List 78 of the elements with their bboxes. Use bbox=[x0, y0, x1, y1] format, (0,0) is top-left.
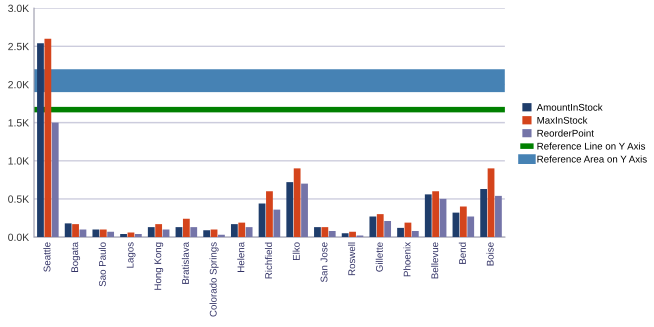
x-tick-label: Richfield bbox=[264, 242, 272, 278]
x-tick-label: Seattle bbox=[43, 242, 50, 272]
legend-label: AmountInStock bbox=[536, 104, 603, 111]
bar bbox=[412, 230, 419, 238]
bar bbox=[432, 191, 440, 238]
bar bbox=[349, 232, 356, 238]
bar bbox=[314, 227, 321, 238]
bar bbox=[376, 214, 384, 238]
bar bbox=[120, 234, 127, 238]
bar bbox=[190, 227, 198, 238]
bar bbox=[148, 227, 155, 238]
bar bbox=[155, 224, 162, 238]
bar bbox=[301, 184, 308, 238]
bar bbox=[210, 229, 218, 238]
bar bbox=[480, 189, 488, 238]
y-tick-label: 2.5K bbox=[8, 42, 30, 50]
x-tick-label: Hong Kong bbox=[154, 242, 164, 290]
bar bbox=[182, 218, 190, 238]
bar bbox=[134, 234, 142, 238]
bar bbox=[238, 222, 246, 238]
bar bbox=[107, 232, 114, 238]
y-tick-label: 1.5K bbox=[8, 119, 30, 126]
bar bbox=[369, 216, 376, 238]
y-tick-label: 0.5K bbox=[8, 195, 30, 203]
bar bbox=[384, 221, 392, 238]
y-tick-label: 1.0K bbox=[8, 157, 30, 165]
x-tick-label: Phoenix bbox=[403, 242, 411, 276]
bar bbox=[72, 224, 79, 238]
legend-label: Reference Area on Y Axis bbox=[537, 155, 647, 163]
x-tick-label: Boise bbox=[486, 242, 494, 266]
x-tick-label: Lagos bbox=[126, 242, 136, 268]
bar bbox=[321, 227, 328, 238]
x-tick-label: San Jose bbox=[320, 242, 328, 282]
bar bbox=[44, 38, 52, 238]
bar bbox=[230, 224, 238, 238]
bar bbox=[266, 191, 273, 238]
bar bbox=[80, 229, 86, 238]
bar bbox=[218, 234, 225, 238]
x-tick-label: Colorado Springs bbox=[210, 242, 219, 317]
bar bbox=[397, 228, 404, 238]
bar bbox=[286, 182, 294, 238]
bar bbox=[52, 122, 59, 238]
bar bbox=[64, 223, 72, 238]
bar bbox=[258, 204, 266, 238]
bar bbox=[176, 227, 182, 238]
bar bbox=[488, 168, 494, 238]
bar bbox=[294, 168, 301, 238]
bar bbox=[92, 229, 100, 238]
y-tick-label: 3.0K bbox=[8, 4, 30, 12]
bar bbox=[128, 232, 134, 238]
legend-label: ReorderPoint bbox=[537, 130, 594, 137]
bar bbox=[440, 198, 446, 238]
x-tick-label: Bend bbox=[458, 242, 466, 264]
x-tick-label: Bogata bbox=[71, 242, 80, 272]
bar bbox=[273, 210, 280, 238]
bar bbox=[424, 194, 432, 238]
bar bbox=[203, 230, 210, 238]
bar bbox=[452, 212, 460, 238]
x-tick-label: Helena bbox=[237, 242, 244, 272]
y-tick-label: 2.0K bbox=[8, 80, 30, 88]
legend-label: MaxInStock bbox=[537, 116, 588, 124]
x-tick-label: Elko bbox=[292, 242, 300, 260]
bar bbox=[467, 216, 474, 238]
legend-label: Reference Line on Y Axis bbox=[537, 142, 646, 150]
bar bbox=[495, 196, 502, 238]
bar bbox=[246, 227, 253, 238]
y-tick-label: 0.0K bbox=[8, 234, 30, 241]
x-tick-label: Roswell bbox=[348, 242, 356, 276]
bar bbox=[328, 230, 336, 238]
bar bbox=[100, 229, 107, 238]
bar bbox=[37, 43, 44, 238]
x-tick-label: Bellevue bbox=[431, 242, 438, 278]
x-tick-label: Bratislava bbox=[182, 242, 189, 284]
x-tick-label: Gillette bbox=[376, 242, 383, 272]
bar bbox=[162, 229, 170, 238]
bar bbox=[460, 206, 467, 238]
x-tick-label: Sao Paulo bbox=[98, 242, 106, 286]
bar bbox=[404, 222, 412, 238]
